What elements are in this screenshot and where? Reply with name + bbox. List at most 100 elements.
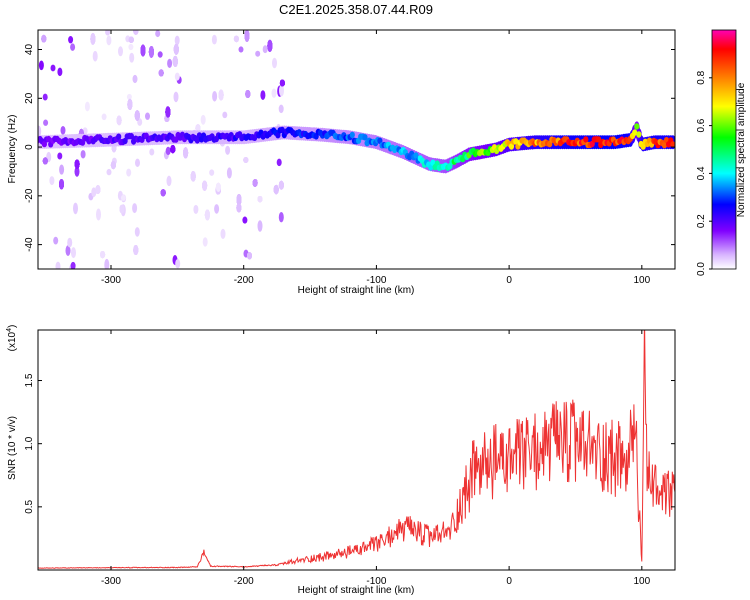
heatmap-ridge-cell	[513, 138, 519, 145]
snr-y-label: SNR (10 * v/v)	[7, 416, 18, 480]
heatmap-noise-cell	[50, 64, 56, 72]
spectrogram-x-label: Height of straight line (km)	[298, 285, 415, 296]
heatmap-noise-cell	[119, 204, 125, 214]
heatmap-noise-cell	[65, 245, 71, 256]
x-tick-label: -200	[234, 576, 254, 587]
heatmap-noise-cell	[157, 51, 163, 58]
colorbar-tick-label: 0.4	[696, 166, 707, 180]
heatmap-noise-cell	[74, 166, 80, 177]
heatmap-noise-cell	[193, 204, 199, 214]
y-tick-label: 0	[24, 144, 35, 150]
heatmap-noise-cell	[128, 43, 134, 51]
spectrogram-y-axis: -40 -20 0 20 40	[24, 44, 675, 252]
heatmap-noise-cell	[279, 84, 284, 97]
heatmap-noise-cell	[202, 180, 208, 191]
heatmap-noise-cell	[173, 43, 179, 55]
heatmap-noise-cell	[60, 125, 66, 135]
heatmap-noise-cell	[165, 146, 171, 156]
colorbar-label: Normalized spectral amplitude	[736, 82, 747, 217]
heatmap-noise-cell	[158, 69, 164, 77]
heatmap-noise-cell	[59, 164, 65, 175]
heatmap-noise-cell	[120, 194, 126, 201]
colorbar-tick-label: 0.8	[696, 70, 707, 84]
heatmap-noise-cell	[92, 50, 98, 62]
heatmap-ridge-cell	[634, 123, 640, 130]
heatmap-noise-cell	[212, 90, 218, 102]
heatmap-noise-cell	[218, 89, 224, 101]
heatmap-noise-cell	[183, 147, 189, 159]
heatmap-noise-cell	[255, 50, 261, 57]
heatmap-noise-cell	[276, 158, 282, 167]
heatmap-noise-cell	[106, 35, 112, 46]
heatmap-noise-cell	[236, 193, 242, 206]
y-tick-label: 20	[24, 92, 35, 104]
x-tick-label: -300	[101, 576, 121, 587]
heatmap-noise-cell	[172, 55, 178, 67]
heatmap-ridge-cell	[670, 141, 675, 148]
snr-x-axis: -300 -200 -100 0 100	[101, 330, 651, 587]
spectrogram-frame	[37, 29, 676, 270]
x-tick-label: 0	[506, 275, 512, 286]
heatmap-ridge-cell	[636, 131, 642, 138]
heatmap-noise-cell	[100, 250, 106, 259]
heatmap-noise-cell	[110, 161, 116, 170]
heatmap-noise-cell	[71, 247, 76, 259]
heatmap-noise-cell	[155, 30, 161, 38]
heatmap-noise-cell	[279, 79, 285, 87]
snr-y-axis: 0.5 1.0 1.5	[24, 373, 675, 514]
heatmap-noise-cell	[74, 159, 80, 169]
heatmap-noise-cell	[132, 74, 138, 84]
heatmap-noise-cell	[267, 39, 273, 52]
heatmap-noise-cell	[82, 127, 88, 135]
heatmap-noise-cell	[195, 124, 201, 133]
heatmap-ridge-cell	[279, 126, 285, 134]
heatmap-ridge-cell	[596, 136, 602, 143]
snr-scale-exponent: 4	[6, 328, 13, 332]
heatmap-noise-cell	[132, 203, 138, 214]
heatmap-ridge-cell	[116, 133, 122, 140]
heatmap-noise-cell	[238, 46, 244, 53]
x-tick-label: -100	[366, 576, 386, 587]
heatmap-noise-cell	[70, 261, 76, 269]
x-tick-label: -300	[101, 275, 121, 286]
colorbar-gradient	[711, 29, 737, 270]
heatmap-noise-cell	[42, 93, 48, 101]
heatmap-noise-cell	[272, 57, 277, 69]
x-tick-label: -200	[234, 275, 254, 286]
x-tick-label: 100	[633, 576, 650, 587]
x-tick-label: 100	[633, 275, 650, 286]
heatmap-noise-cell	[167, 58, 173, 69]
heatmap-noise-cell	[190, 171, 196, 182]
heatmap-noise-cell	[126, 168, 132, 177]
heatmap-noise-cell	[166, 175, 172, 187]
snr-scale-factor: (x104)	[6, 325, 18, 352]
heatmap-noise-cell	[134, 227, 140, 237]
heatmap-noise-cell	[118, 46, 123, 57]
heatmap-noise-cell	[126, 93, 132, 100]
heatmap-noise-cell	[73, 202, 78, 215]
heatmap-noise-cell	[80, 150, 86, 159]
snr-x-label: Height of straight line (km)	[298, 585, 415, 596]
spectrogram-y-label: Frequency (Hz)	[7, 115, 18, 184]
heatmap-noise-cell	[55, 261, 61, 269]
y-tick-label: 40	[24, 44, 35, 56]
heatmap-ridge-cell	[661, 142, 668, 149]
heatmap-noise-cell	[220, 228, 226, 240]
heatmap-noise-cell	[260, 90, 266, 100]
heatmap-noise-cell	[134, 110, 140, 121]
heatmap-noise-cell	[244, 30, 250, 42]
heatmap-noise-cell	[245, 90, 251, 98]
colorbar-tick-label: 0.2	[696, 214, 707, 228]
heatmap-noise-cell	[242, 216, 248, 224]
heatmap-noise-cell	[129, 52, 135, 63]
heatmap-noise-cell	[145, 112, 150, 120]
heatmap-noise-cell	[233, 35, 239, 43]
heatmap-ridge-cell	[46, 135, 52, 143]
heatmap-noise-cell	[91, 187, 97, 198]
heatmap-ridge-cell	[632, 129, 638, 136]
spectrogram-x-axis: -300 -200 -100 0 100	[101, 30, 651, 286]
heatmap-noise-cell	[101, 113, 107, 121]
chart-title: C2E1.2025.358.07.44.R09	[279, 2, 433, 17]
heatmap-noise-cell	[209, 169, 215, 176]
